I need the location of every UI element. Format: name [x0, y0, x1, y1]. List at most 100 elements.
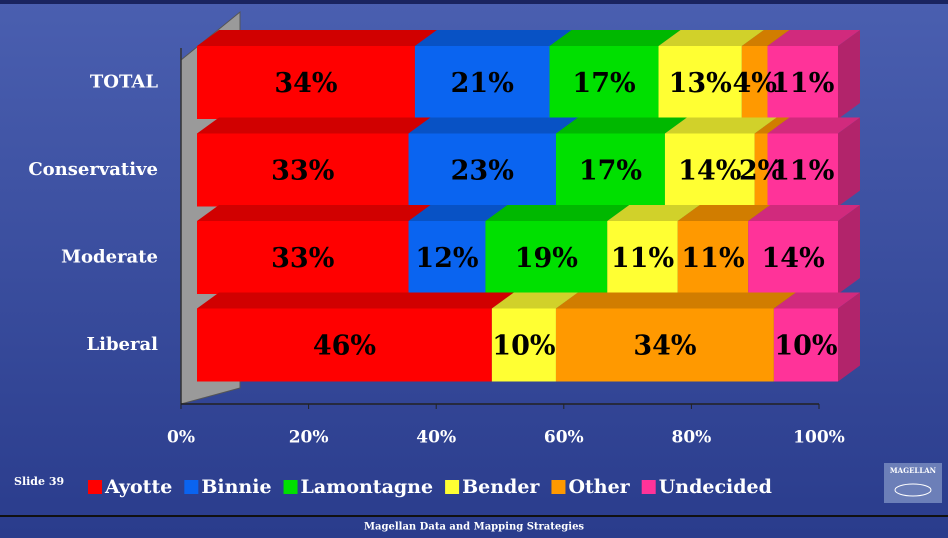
legend-label: Other	[568, 476, 630, 498]
bar-top	[748, 205, 860, 221]
bar-front	[555, 133, 665, 207]
legend-swatch	[88, 480, 102, 494]
bar-top	[607, 205, 700, 221]
bar-front	[549, 46, 659, 119]
bar-front	[197, 308, 492, 382]
data-label: 14%	[678, 156, 741, 187]
bar-front	[767, 46, 838, 119]
category-label: Conservative	[28, 159, 158, 180]
data-label: 17%	[572, 68, 635, 99]
category-label: TOTAL	[90, 72, 158, 93]
bar-top	[408, 117, 578, 134]
bar-side	[838, 30, 860, 119]
bar-front	[485, 221, 608, 294]
data-label: 17%	[579, 156, 642, 187]
bar-top	[773, 292, 860, 309]
bar-front	[664, 133, 755, 207]
bar-top	[767, 117, 860, 134]
legend-label: Bender	[462, 476, 540, 498]
logo: MAGELLAN	[884, 463, 942, 503]
data-label: 11%	[681, 243, 744, 274]
top-border	[0, 0, 948, 4]
bar-top	[658, 30, 764, 46]
bar-front	[773, 308, 838, 382]
bar-top	[664, 117, 777, 134]
bar-segment	[767, 30, 860, 119]
legend-label: Binnie	[201, 476, 271, 498]
x-tick-label: 100%	[793, 428, 845, 448]
data-label: 11%	[771, 156, 834, 187]
data-label: 11%	[771, 68, 834, 99]
data-label: 19%	[515, 243, 578, 274]
logo-globe	[894, 483, 932, 497]
category-label: Liberal	[86, 334, 158, 355]
bar-side	[838, 292, 860, 382]
data-label: 33%	[271, 243, 334, 274]
bar-top	[197, 292, 514, 309]
bar-top	[555, 292, 796, 309]
logo-text: MAGELLAN	[890, 466, 937, 475]
bar-front	[491, 308, 556, 382]
category-label: Moderate	[61, 247, 158, 268]
legend-label: Ayotte	[104, 476, 172, 498]
data-label: 34%	[633, 331, 696, 362]
data-label: 34%	[274, 68, 337, 99]
bar-top	[491, 292, 578, 309]
bar-top	[741, 30, 790, 46]
bar-front	[658, 46, 742, 119]
bar-front	[408, 221, 486, 294]
bar-top	[754, 117, 790, 134]
bar-top	[414, 30, 572, 46]
footer-company: Magellan Data and Mapping Strategies	[364, 522, 584, 533]
x-tick-label: 0%	[167, 428, 195, 448]
data-label: 2%	[739, 156, 783, 187]
bar-front	[767, 133, 838, 207]
bar-front	[677, 221, 749, 294]
legend-label: Undecided	[659, 476, 772, 498]
bar-front	[408, 133, 556, 207]
data-label: 12%	[415, 243, 478, 274]
bar-segment	[748, 205, 860, 294]
bar-front	[748, 221, 838, 294]
data-label: 14%	[762, 243, 825, 274]
slide-number: Slide 39	[14, 475, 64, 488]
x-tick-label: 20%	[289, 428, 329, 448]
data-label: 33%	[271, 156, 334, 187]
legend-swatch	[184, 480, 199, 494]
x-tick-label: 80%	[671, 428, 711, 448]
bar-front	[197, 46, 415, 119]
data-label: 46%	[313, 331, 376, 362]
data-label: 10%	[492, 331, 555, 362]
bar-front	[197, 221, 409, 294]
bar-top	[767, 30, 860, 46]
x-tick-label: 40%	[416, 428, 456, 448]
bar-top	[549, 30, 681, 46]
bar-segment	[773, 292, 860, 382]
bar-front	[741, 46, 768, 119]
bar-front	[555, 308, 774, 382]
bar-top	[555, 117, 687, 134]
bar-front	[754, 133, 768, 207]
x-tick-label: 60%	[544, 428, 584, 448]
bar-front	[197, 133, 409, 207]
data-label: 10%	[774, 331, 837, 362]
bar-top	[677, 205, 771, 221]
bar-front	[414, 46, 550, 119]
legend-swatch	[283, 480, 298, 494]
bar-top	[197, 205, 431, 221]
bar-top	[408, 205, 508, 221]
legend-swatch	[551, 480, 566, 494]
data-label: 4%	[732, 68, 776, 99]
bar-front	[607, 221, 678, 294]
legend-swatch	[641, 480, 656, 494]
bar-top	[197, 117, 431, 134]
data-label: 11%	[611, 243, 674, 274]
bar-segment	[767, 117, 860, 207]
bar-top	[197, 30, 437, 46]
data-label: 21%	[451, 68, 514, 99]
bar-segment	[197, 292, 514, 382]
bar-side	[838, 117, 860, 207]
legend-swatch	[445, 480, 460, 494]
bar-side	[838, 205, 860, 294]
